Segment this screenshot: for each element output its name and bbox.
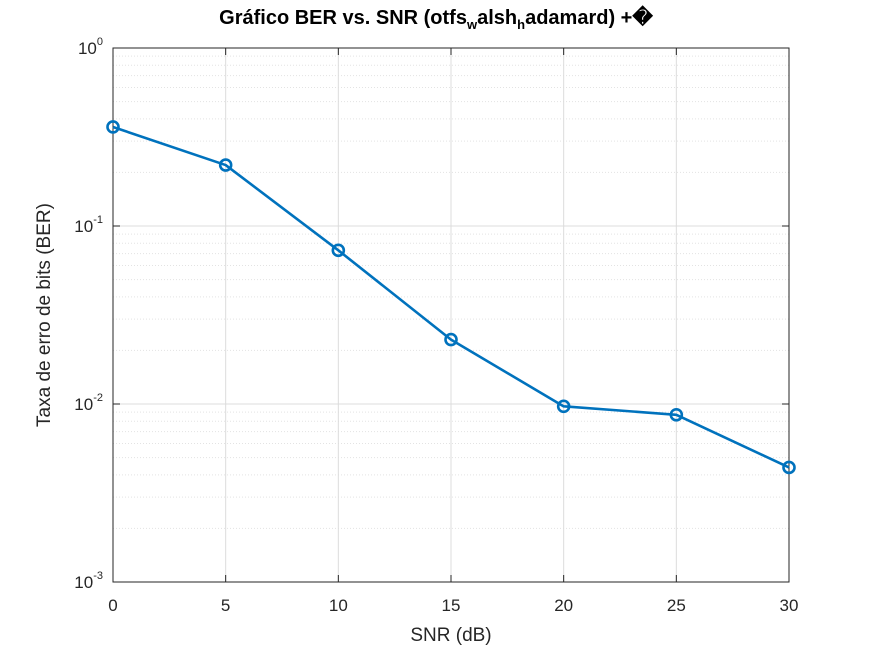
axis-ticks: 0 5 10 15 20 25 30 100 10-1 10-2 10-3 [74, 36, 798, 615]
title-part-2: alsh [477, 7, 517, 29]
x-tick-label: 0 [108, 596, 117, 615]
plot-area-border [112, 47, 790, 583]
x-tick-label: 25 [667, 596, 686, 615]
x-tick-label: 30 [780, 596, 799, 615]
x-tick-label: 20 [554, 596, 573, 615]
ber-data-point [782, 460, 796, 475]
x-tick-label: 10 [329, 596, 348, 615]
x-tick-label: 5 [221, 596, 230, 615]
title-part-3: adamard) +� [525, 5, 653, 29]
y-tick-label: 10-3 [74, 570, 103, 592]
y-tick-label: 10-2 [74, 392, 103, 414]
title-part-1: Gráfico BER vs. SNR (otfs [219, 7, 467, 29]
y-tick-label: 100 [78, 36, 103, 58]
x-axis-label: SNR (dB) [410, 625, 491, 646]
y-tick-label: 10-1 [74, 214, 103, 236]
title-sub-2: h [517, 17, 525, 32]
data-series [106, 120, 796, 475]
x-tick-label: 15 [442, 596, 461, 615]
ber-data-point [669, 407, 684, 422]
ber-data-point [106, 120, 120, 134]
chart-title: Gráfico BER vs. SNR (otfswalshhadamard) … [219, 5, 653, 32]
ber-data-point [218, 158, 233, 172]
ber-data-point [331, 243, 346, 258]
ber-series-line [112, 125, 790, 469]
ber-data-point [556, 399, 571, 414]
ber-data-point [444, 332, 458, 347]
y-axis-label: Taxa de erro de bits (BER) [34, 203, 55, 427]
title-sub-1: w [466, 17, 478, 32]
